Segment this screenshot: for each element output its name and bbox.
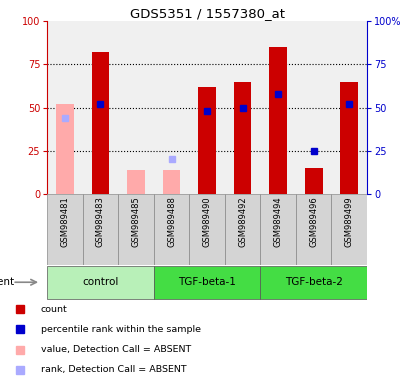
Title: GDS5351 / 1557380_at: GDS5351 / 1557380_at bbox=[129, 7, 284, 20]
Text: control: control bbox=[82, 277, 118, 287]
Bar bbox=[56, 104, 74, 194]
Bar bbox=[295, 194, 330, 265]
Bar bbox=[47, 194, 83, 265]
Bar bbox=[233, 82, 251, 194]
Bar bbox=[47, 266, 153, 299]
Text: GSM989485: GSM989485 bbox=[131, 196, 140, 247]
Bar bbox=[330, 194, 366, 265]
Text: GSM989483: GSM989483 bbox=[96, 196, 105, 247]
Bar bbox=[224, 194, 260, 265]
Bar bbox=[153, 194, 189, 265]
Bar bbox=[189, 194, 224, 265]
Bar bbox=[83, 194, 118, 265]
Bar bbox=[162, 170, 180, 194]
Text: GSM989488: GSM989488 bbox=[166, 196, 175, 247]
Bar bbox=[269, 47, 286, 194]
Bar bbox=[198, 87, 216, 194]
Bar bbox=[118, 194, 153, 265]
Text: GSM989481: GSM989481 bbox=[60, 196, 69, 247]
Bar bbox=[304, 168, 322, 194]
Bar bbox=[153, 266, 260, 299]
Text: GSM989494: GSM989494 bbox=[273, 196, 282, 247]
Bar bbox=[260, 194, 295, 265]
Bar bbox=[91, 52, 109, 194]
Text: GSM989499: GSM989499 bbox=[344, 196, 353, 247]
Text: rank, Detection Call = ABSENT: rank, Detection Call = ABSENT bbox=[40, 365, 186, 374]
Bar bbox=[339, 82, 357, 194]
Bar bbox=[260, 266, 366, 299]
Text: GSM989496: GSM989496 bbox=[308, 196, 317, 247]
Text: count: count bbox=[40, 305, 67, 314]
Text: GSM989492: GSM989492 bbox=[238, 196, 247, 247]
Text: TGF-beta-1: TGF-beta-1 bbox=[178, 277, 236, 287]
Text: value, Detection Call = ABSENT: value, Detection Call = ABSENT bbox=[40, 345, 191, 354]
Bar bbox=[127, 170, 144, 194]
Text: GSM989490: GSM989490 bbox=[202, 196, 211, 247]
Text: TGF-beta-2: TGF-beta-2 bbox=[284, 277, 342, 287]
Text: agent: agent bbox=[0, 277, 14, 287]
Text: percentile rank within the sample: percentile rank within the sample bbox=[40, 325, 200, 334]
